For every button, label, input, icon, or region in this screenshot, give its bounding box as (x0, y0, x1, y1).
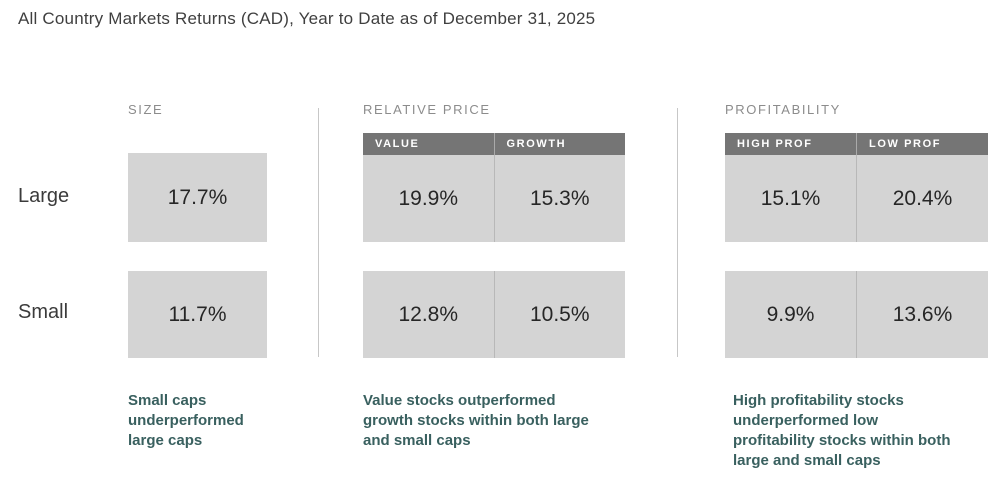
annotation-size: Small caps underperformed large caps (128, 392, 244, 449)
row-profitability-small: 9.9% 13.6% (725, 271, 988, 358)
annotation-relative-price: Value stocks outperformed growth stocks … (363, 392, 589, 449)
cell-size-large: 17.7% (128, 153, 267, 242)
cell-high-prof-small: 9.9% (725, 271, 856, 358)
row-profitability-large: 15.1% 20.4% (725, 155, 988, 242)
cell-low-prof-large: 20.4% (857, 155, 988, 242)
section-label-profitability: PROFITABILITY (725, 102, 841, 117)
section-label-size: SIZE (128, 102, 164, 117)
row-relative-price-small: 12.8% 10.5% (363, 271, 625, 358)
cell-value: 11.7% (168, 302, 227, 326)
cell-growth-large: 15.3% (494, 155, 625, 242)
column-header-high-prof: HIGH PROF (725, 133, 856, 155)
section-label-relative-price: RELATIVE PRICE (363, 102, 491, 117)
cell-high-prof-large: 15.1% (725, 155, 856, 242)
cell-value-large: 19.9% (363, 155, 494, 242)
row-relative-price-large: 19.9% 15.3% (363, 155, 625, 242)
cell-size-small: 11.7% (128, 271, 267, 358)
section-divider (318, 108, 319, 357)
column-header-row-profitability: HIGH PROF LOW PROF (725, 133, 988, 155)
column-header-growth: GROWTH (494, 133, 625, 155)
section-divider (677, 108, 678, 357)
row-label-small: Small (18, 301, 69, 323)
column-header-low-prof: LOW PROF (857, 133, 988, 155)
cell-low-prof-small: 13.6% (857, 271, 988, 358)
cell-value: 17.7% (167, 185, 228, 209)
figure-title: All Country Markets Returns (CAD), Year … (18, 9, 596, 28)
row-label-large: Large (18, 185, 70, 207)
column-header-value: VALUE (363, 133, 494, 155)
cell-value-small: 12.8% (363, 271, 494, 358)
cell-growth-small: 10.5% (494, 271, 625, 358)
column-header-row-relative-price: VALUE GROWTH (363, 133, 625, 155)
annotation-profitability: High profitability stocks underperformed… (733, 392, 951, 469)
